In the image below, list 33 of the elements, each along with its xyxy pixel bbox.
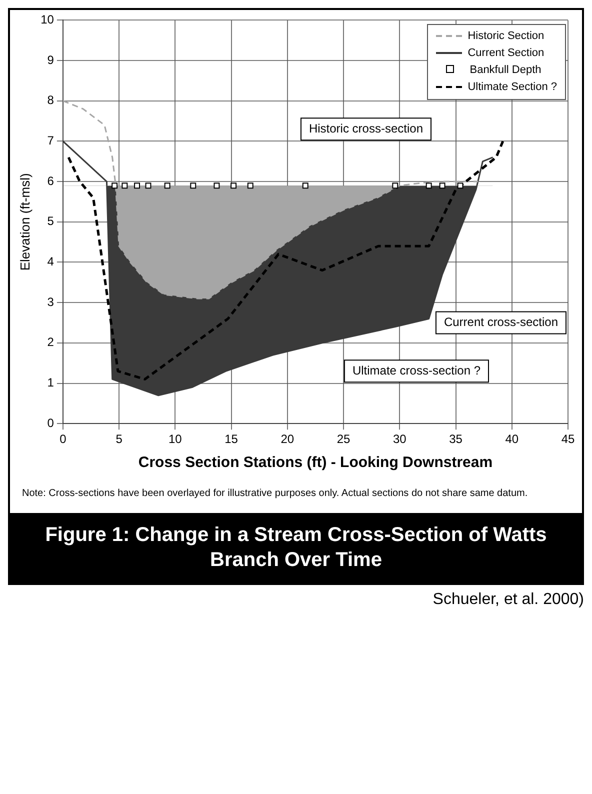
y-tick-label: 6 [47,174,54,188]
x-tick-label: 20 [280,432,294,446]
y-tick-label: 2 [47,335,54,350]
x-tick-label: 10 [168,432,182,446]
y-tick-label: 10 [40,12,54,27]
x-tick-label: 45 [561,432,575,446]
legend-label: Bankfull Depth [470,64,542,76]
legend-label: Historic Section [468,30,544,42]
x-tick-label: 35 [449,432,463,446]
legend-label: Current Section [468,47,544,59]
text: Schueler, et al. 2000) [432,591,584,609]
y-tick-label: 5 [47,214,54,228]
y-axis-title: Elevation (ft-msl) [17,173,32,271]
y-tick-label: 8 [47,93,54,108]
y-tick-label: 9 [47,52,54,67]
x-tick-label: 5 [116,432,123,446]
x-tick-label: 40 [505,432,519,446]
x-tick-label: 15 [224,432,238,446]
y-tick-label: 4 [47,254,54,269]
annotation: Ultimate cross-section ? [352,363,481,378]
text: Figure 1: Change in a Stream Cross-Section of Watts Branch Over Time [10,513,582,583]
annotation: Historic cross-section [308,121,423,136]
legend-label: Ultimate Section ? [468,81,557,93]
y-tick-label: 1 [47,376,54,390]
x-tick-label: 30 [392,432,407,446]
y-tick-label: 7 [47,134,54,148]
y-tick-label: 0 [47,416,54,430]
x-axis-title: Cross Section Stations (ft) - Looking Downstream [138,454,493,472]
annotation: Current cross-section [444,315,558,330]
text: Note: Cross-sections have been overlayed for illustrative purposes only. Actual sections do not share same datum. [21,487,529,501]
x-tick-label: 25 [336,432,351,446]
x-tick-label: 0 [60,432,67,446]
y-tick-label: 3 [47,294,54,309]
